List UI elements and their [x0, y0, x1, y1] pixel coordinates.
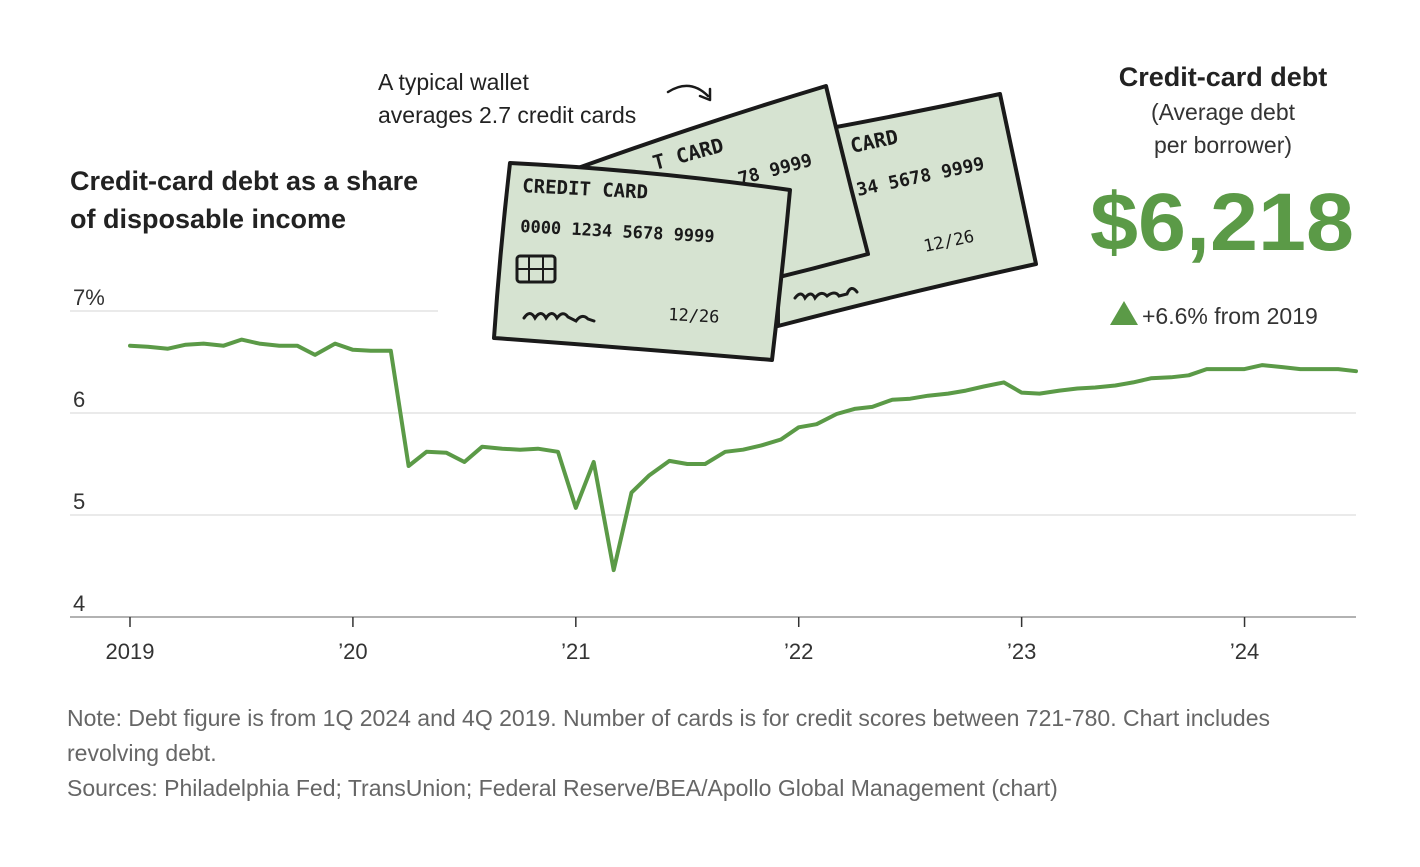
- credit-card-front: CREDIT CARD 0000 1234 5678 9999 12/26: [492, 161, 792, 362]
- wallet-annotation: A typical wallet averages 2.7 credit car…: [378, 69, 712, 128]
- y-tick-label: 4: [73, 591, 85, 616]
- chart-title-line-2: of disposable income: [70, 204, 346, 234]
- series-line-layer: [128, 337, 1358, 573]
- x-tick-label: ’21: [561, 639, 590, 664]
- x-tick-label: 2019: [106, 639, 155, 664]
- y-axis-ticks: 7% 6 5 4: [73, 285, 105, 616]
- footnote-sources: Sources: Philadelphia Fed; TransUnion; F…: [67, 775, 1058, 801]
- stat-change: +6.6% from 2019: [1142, 303, 1318, 329]
- x-tick-label: ’20: [338, 639, 367, 664]
- series-line: [128, 337, 1358, 573]
- curved-arrow-icon: [666, 84, 710, 98]
- stat-subtitle-line-2: per borrower): [1154, 132, 1292, 158]
- credit-card-illustration: CARD 34 5678 9999 12/26 T CARD 78 9999 C…: [492, 84, 1038, 362]
- card-shape: [492, 161, 792, 362]
- card-chip-lines: [517, 256, 555, 282]
- wallet-note-line-2: averages 2.7 credit cards: [378, 102, 636, 128]
- x-tick-label: ’23: [1007, 639, 1036, 664]
- x-axis-ticks: 2019 ’20 ’21 ’22 ’23 ’24: [106, 617, 1259, 664]
- y-tick-label: 5: [73, 489, 85, 514]
- stat-subtitle-line-1: (Average debt: [1151, 99, 1296, 125]
- wallet-note-line-1: A typical wallet: [378, 69, 529, 95]
- gridlines: [70, 310, 1356, 618]
- stat-panel: Credit-card debt (Average debt per borro…: [1090, 62, 1354, 329]
- card-signature: [522, 312, 596, 323]
- chart-title-line-1: Credit-card debt as a share: [70, 166, 418, 196]
- x-tick-label: ’24: [1230, 639, 1259, 664]
- y-tick-label: 6: [73, 387, 85, 412]
- stat-title: Credit-card debt: [1119, 62, 1328, 92]
- x-tick-label: ’22: [784, 639, 813, 664]
- arrowhead-icon: [698, 87, 712, 102]
- y-tick-label: 7%: [73, 285, 105, 310]
- card-back-signature: [793, 287, 859, 301]
- stat-value: $6,218: [1090, 177, 1354, 268]
- card-expiry: 12/26: [668, 305, 720, 328]
- up-triangle-icon: [1110, 301, 1138, 325]
- footnote-note: Note: Debt figure is from 1Q 2024 and 4Q…: [67, 705, 1271, 766]
